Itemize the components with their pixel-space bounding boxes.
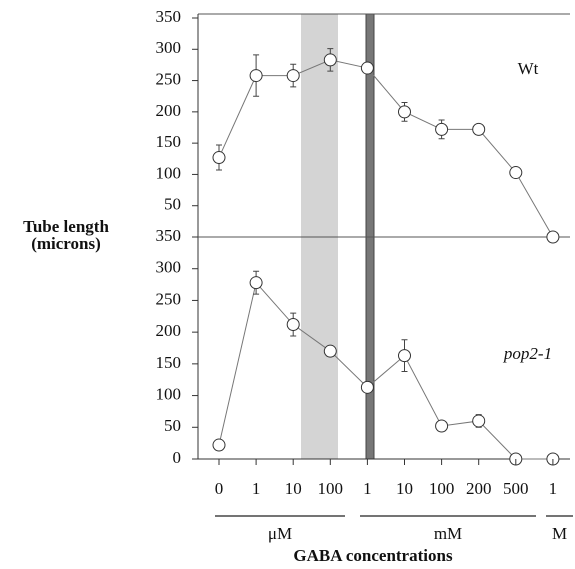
y-axis-label: (microns) <box>31 234 101 253</box>
y-tick-label: 100 <box>156 384 182 403</box>
data-point <box>360 61 374 75</box>
y-tick-label: 300 <box>156 38 182 57</box>
data-point <box>398 349 411 363</box>
data-point <box>212 438 226 452</box>
y-tick-label: 100 <box>156 163 182 182</box>
data-point <box>323 53 337 67</box>
x-tick-label: 200 <box>466 479 492 498</box>
y-tick-label: 200 <box>156 321 182 340</box>
data-point <box>472 122 486 136</box>
x-tick-label: 10 <box>396 479 413 498</box>
data-point <box>286 318 300 332</box>
annotation: pop2-1 <box>503 344 552 363</box>
x-tick-label: 1 <box>549 479 558 498</box>
data-point <box>398 105 411 119</box>
x-tick-label: 10 <box>285 479 302 498</box>
data-point <box>546 230 560 244</box>
y-tick-label: 50 <box>164 195 181 214</box>
data-point <box>212 151 226 165</box>
y-axis-label: Tube length <box>23 217 109 236</box>
data-point <box>360 380 374 394</box>
x-tick-label: 1 <box>252 479 261 498</box>
data-point <box>435 419 449 433</box>
y-tick-label: 300 <box>156 258 182 277</box>
series-line <box>218 281 553 460</box>
x-tick-label: 1 <box>363 479 372 498</box>
group-label: mM <box>434 524 462 543</box>
y-tick-label: 200 <box>156 101 182 120</box>
data-point <box>509 166 523 180</box>
data-point <box>286 69 300 83</box>
group-label: μM <box>268 524 292 543</box>
x-tick-label: 500 <box>503 479 529 498</box>
y-tick-label: 250 <box>156 69 182 88</box>
annotation: Wt <box>518 59 539 78</box>
x-tick-label: 100 <box>318 479 344 498</box>
x-axis-label: GABA concentrations <box>293 546 453 565</box>
y-tick-label: 350 <box>156 226 182 245</box>
y-tick-label: 50 <box>164 416 181 435</box>
group-label: M <box>552 524 567 543</box>
y-tick-label: 150 <box>156 353 182 372</box>
x-tick-label: 100 <box>429 479 455 498</box>
y-tick-label: 150 <box>156 132 182 151</box>
data-point <box>435 122 449 136</box>
data-point <box>472 414 486 428</box>
x-tick-label: 0 <box>215 479 224 498</box>
y-tick-label: 0 <box>173 448 182 467</box>
data-point <box>249 276 263 290</box>
y-tick-label: 250 <box>156 289 182 308</box>
y-tick-label: 350 <box>156 7 182 26</box>
data-point <box>323 344 337 358</box>
data-point <box>249 69 263 83</box>
series-line <box>218 59 554 238</box>
